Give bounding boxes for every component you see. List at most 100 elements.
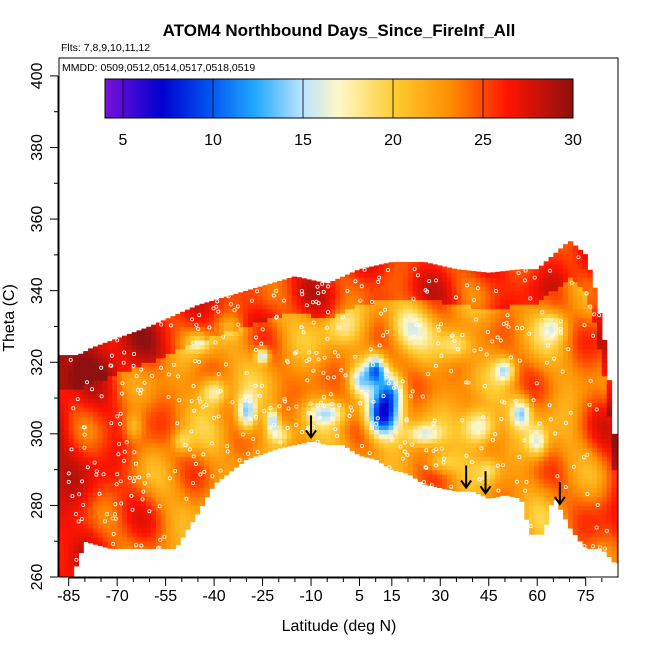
heat-cell [151, 447, 157, 453]
heat-cell [412, 290, 419, 296]
heat-cell [199, 478, 206, 484]
heat-cell [209, 460, 215, 466]
heat-cell [344, 281, 351, 287]
heat-cell [553, 353, 559, 359]
heat-cell [286, 411, 293, 417]
heat-cell [185, 483, 191, 489]
heat-cell [553, 344, 559, 350]
heat-cell [340, 371, 346, 377]
heat-cell [97, 532, 104, 538]
heat-cell [63, 572, 70, 577]
heat-cell [514, 371, 521, 377]
heat-cell [393, 398, 399, 404]
heat-cell [417, 262, 424, 265]
heat-cell [364, 371, 370, 377]
heat-cell [412, 393, 419, 399]
heat-cell [519, 384, 525, 390]
heat-cell [204, 393, 210, 399]
heat-cell [538, 398, 545, 404]
heat-cell [354, 299, 361, 305]
heat-cell [281, 438, 288, 444]
heat-cell [437, 277, 443, 283]
heat-cell [151, 438, 157, 444]
heat-cell [151, 509, 157, 515]
heat-cell [529, 406, 535, 413]
heat-cell [412, 286, 419, 292]
heat-cell [461, 357, 467, 363]
heat-cell [286, 433, 293, 439]
heat-cell [189, 353, 196, 359]
heat-cell [252, 308, 259, 314]
heat-cell [117, 438, 123, 444]
heat-cell [378, 398, 385, 404]
heat-cell [335, 278, 341, 283]
heat-cell [514, 465, 521, 471]
heat-cell [451, 451, 458, 457]
heat-cell [514, 321, 521, 328]
heat-cell [257, 415, 264, 421]
heat-cell [437, 290, 443, 296]
heat-cell [383, 295, 390, 301]
heat-cell [349, 380, 356, 386]
heat-cell [160, 326, 167, 332]
heat-cell [301, 420, 307, 426]
heat-cell [495, 438, 501, 444]
heat-cell [189, 317, 196, 323]
heat-cell [248, 406, 254, 413]
heat-cell [146, 518, 152, 524]
heat-cell [68, 366, 75, 372]
heat-cell [223, 406, 230, 413]
heat-cell [558, 411, 564, 417]
heat-cell [228, 330, 235, 336]
heat-cell [485, 339, 491, 345]
heat-cell [214, 299, 220, 305]
heat-cell [398, 420, 404, 426]
heat-cell [68, 518, 75, 524]
heat-cell [141, 438, 147, 444]
heat-cell [466, 447, 472, 453]
heat-cell [461, 366, 467, 372]
heat-cell [466, 353, 472, 359]
heat-cell [146, 353, 152, 359]
heat-cell [519, 330, 525, 336]
heat-cell [427, 263, 433, 265]
heat-cell [214, 420, 220, 426]
heat-cell [529, 487, 535, 493]
heat-cell [59, 366, 65, 372]
heat-cell [126, 532, 133, 538]
heat-cell [340, 393, 346, 399]
heat-cell [155, 460, 162, 466]
heat-cell [553, 366, 559, 372]
heat-cell [558, 317, 564, 323]
heat-cell [248, 433, 254, 439]
heat-cell [165, 456, 172, 462]
heat-cell [563, 456, 569, 462]
heat-cell [291, 335, 298, 341]
heat-cell [117, 348, 123, 354]
heat-cell [504, 398, 511, 404]
heat-cell [199, 474, 206, 480]
heat-cell [330, 304, 336, 310]
heat-cell [272, 438, 278, 444]
heat-cell [514, 326, 521, 332]
heat-cell [194, 469, 201, 475]
heat-cell [141, 357, 147, 363]
heat-cell [509, 330, 516, 336]
heat-cell [88, 541, 94, 544]
heat-cell [180, 424, 186, 430]
heat-cell [257, 304, 264, 310]
heat-cell [529, 509, 535, 515]
heat-cell [369, 344, 375, 350]
heat-cell [567, 326, 574, 332]
heat-cell [417, 371, 424, 377]
heat-cell [155, 469, 162, 475]
heat-cell [301, 357, 307, 363]
heat-cell [500, 478, 506, 484]
heat-cell [538, 393, 545, 399]
heat-cell [407, 290, 414, 296]
heat-cell [509, 469, 516, 475]
heat-cell [185, 447, 191, 453]
heat-cell [131, 438, 138, 444]
heat-cell [233, 357, 239, 363]
heat-cell [194, 366, 201, 372]
